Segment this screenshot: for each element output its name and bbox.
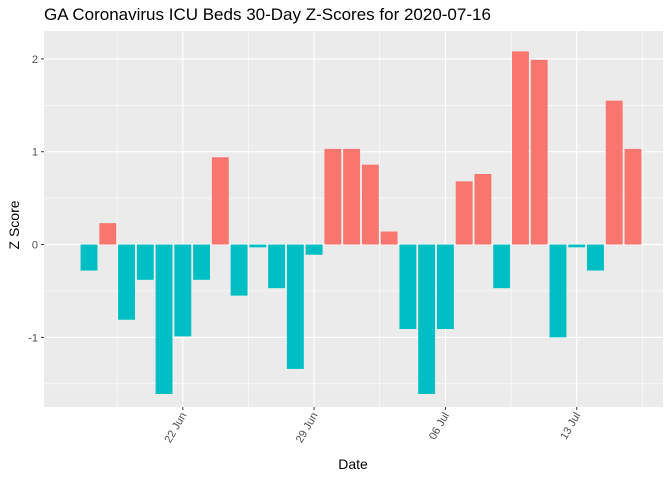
- bar-2020-07-04: [399, 244, 417, 330]
- y-tick-label: 2: [32, 54, 38, 66]
- bar-2020-07-09: [493, 244, 511, 289]
- bar-2020-07-07: [455, 181, 473, 245]
- bar-2020-06-20: [136, 244, 154, 280]
- bar-2020-07-02: [361, 164, 379, 245]
- bar-2020-07-13: [568, 244, 586, 248]
- bar-2020-07-15: [605, 100, 623, 245]
- bar-2020-06-21: [155, 244, 173, 395]
- bar-2020-06-19: [118, 244, 135, 320]
- y-tick-label: 0: [32, 240, 38, 252]
- bar-2020-07-01: [343, 148, 361, 245]
- x-tick-label: 06 Jul: [427, 411, 452, 442]
- bar-2020-06-18: [99, 223, 117, 245]
- bar-2020-06-26: [249, 244, 267, 248]
- x-tick-label: 29 Jun: [294, 411, 321, 446]
- x-axis-label: Date: [338, 456, 368, 472]
- bars: [80, 51, 642, 395]
- x-tick-label: 13 Jul: [558, 411, 583, 442]
- bar-2020-06-25: [230, 244, 248, 296]
- bar-2020-06-24: [211, 157, 229, 245]
- bar-2020-06-27: [268, 244, 286, 289]
- x-tick-label: 22 Jun: [162, 411, 189, 446]
- y-tick-label: -1: [28, 332, 38, 344]
- bar-2020-07-05: [418, 244, 436, 395]
- bar-2020-07-11: [530, 59, 548, 245]
- bar-2020-06-28: [286, 244, 304, 369]
- bar-2020-06-29: [305, 244, 323, 255]
- bar-2020-07-12: [549, 244, 567, 338]
- bar-2020-07-14: [587, 244, 604, 271]
- x-axis: 22 Jun 29 Jun 06 Jul 13 Jul: [162, 407, 583, 445]
- bar-2020-06-23: [193, 244, 211, 280]
- bar-2020-07-10: [512, 51, 529, 245]
- bar-2020-06-22: [174, 244, 192, 337]
- bar-2020-07-06: [436, 244, 454, 330]
- y-axis-label: Z Score: [6, 200, 22, 249]
- y-axis: -1 0 1 2: [28, 54, 44, 344]
- bar-2020-07-08: [474, 173, 492, 245]
- bar-2020-06-17: [80, 244, 98, 271]
- bar-2020-06-30: [324, 148, 342, 245]
- y-tick-label: 1: [32, 147, 38, 159]
- bar-2020-07-03: [380, 231, 398, 245]
- chart-title: GA Coronavirus ICU Beds 30-Day Z-Scores …: [44, 5, 491, 24]
- bar-2020-07-16: [624, 148, 642, 245]
